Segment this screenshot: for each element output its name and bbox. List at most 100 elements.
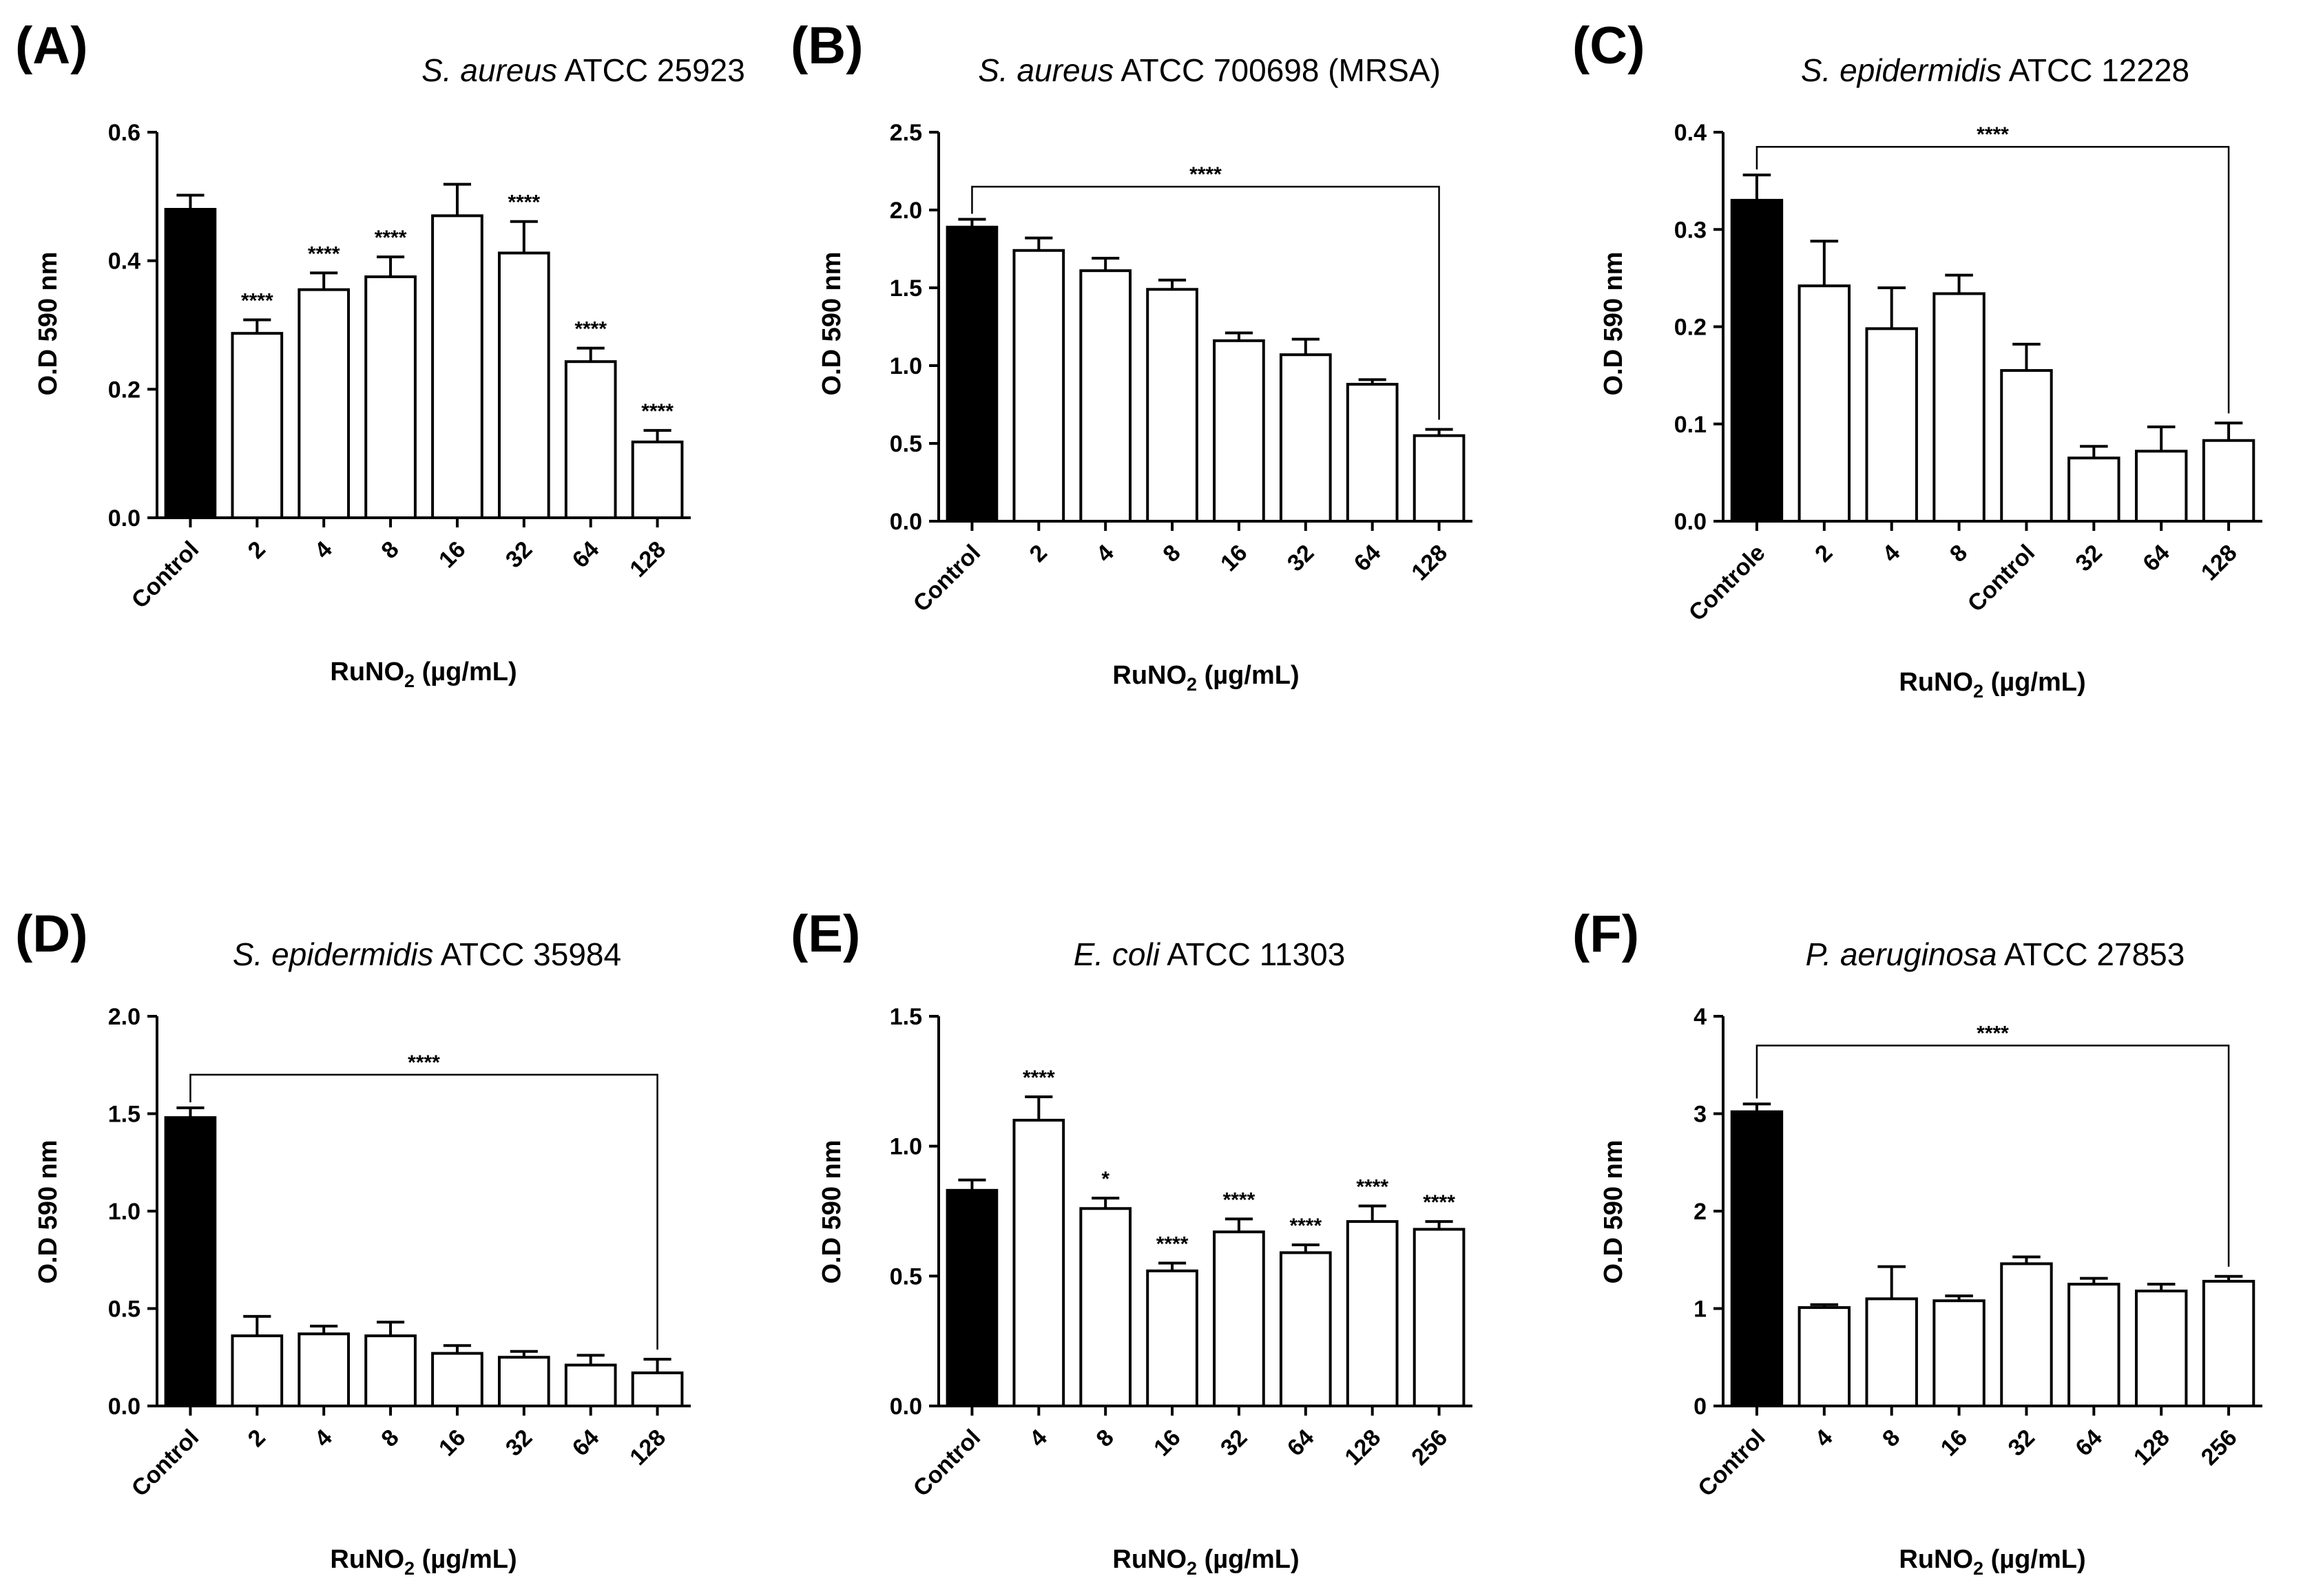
x-axis-label: RuNO2 (µg/mL) [1112,1545,1299,1579]
y-tick-label: 1.5 [890,275,922,302]
y-tick-label: 0.2 [108,377,140,403]
bar [2067,1283,2120,1407]
bar [1932,292,1986,523]
bar [946,1188,999,1408]
bar [1865,1297,1918,1407]
x-tick-label: 128 [1406,540,1452,586]
y-axis-label: O.D 590 nm [817,1140,846,1283]
x-tick-label: 64 [1349,540,1386,577]
significance-label: **** [241,290,273,313]
panel-letter: (F) [1572,905,1639,963]
x-tick-label: 32 [1216,1425,1253,1462]
bar [1865,327,1918,523]
bar [431,1352,483,1407]
chart-panel-d: (D) S. epidermidis ATCC 35984 O.D 590 nm Ru… [15,905,691,1579]
chart-title: S. epidermidis ATCC 12228 [1801,52,2189,88]
significance-label: **** [641,400,674,423]
x-axis-label: RuNO2 (µg/mL) [1899,668,2085,702]
bar [1730,198,1784,523]
x-tick-label: 16 [434,536,471,574]
x-tick-label: 128 [2129,1425,2175,1471]
bracket-label: **** [1977,1022,2009,1044]
x-tick-label: 64 [567,536,605,574]
y-tick-label: 1 [1694,1296,1707,1323]
title-species: S. epidermidis [233,936,433,972]
y-axis-label: O.D 590 nm [817,251,846,395]
x-tick-label: Control [1693,1425,1770,1502]
bar [497,251,550,519]
y-axis-label: O.D 590 nm [1599,1140,1628,1283]
bar [298,288,351,519]
y-tick-label: 0.5 [108,1296,140,1323]
y-tick-label: 0.4 [1674,120,1707,146]
y-tick-label: 0.2 [1674,315,1707,341]
chart-title: E. coli ATCC 11303 [1074,936,1346,972]
bar [298,1332,351,1408]
x-tick-label: 128 [1340,1425,1386,1471]
title-species: E. coli [1074,936,1161,972]
bar [164,208,217,519]
x-tick-label: 4 [1877,540,1905,567]
bar [1279,1251,1332,1407]
bar [231,1334,284,1407]
bar [1797,1306,1851,1407]
bar [564,360,617,520]
significance-label: **** [574,318,607,341]
x-tick-label: 8 [1945,540,1972,567]
chart-panel-e: (E) E. coli ATCC 11303 O.D 590 nm RuNO2 (µg… [791,905,1472,1579]
bracket-label: **** [408,1051,440,1074]
chart-title: P. aeruginosa ATCC 27853 [1806,936,2185,972]
title-species: P. aeruginosa [1806,936,1997,972]
x-tick-label: 4 [310,536,337,564]
x-tick-label: 16 [1216,540,1253,577]
x-tick-label: 4 [1025,1425,1052,1452]
x-tick-label: 4 [1092,540,1119,567]
y-tick-label: 1.0 [890,1134,922,1160]
bar [2000,369,2053,523]
x-tick-label: 32 [2070,540,2107,577]
bar [1730,1110,1784,1408]
chart-panel-f: (F) P. aeruginosa ATCC 27853 O.D 590 nm RuN… [1572,905,2262,1579]
significance-label: **** [1223,1188,1255,1211]
y-tick-label: 3 [1694,1102,1707,1128]
bar [364,1334,417,1407]
x-tick-label: 128 [2196,540,2242,586]
title-strain: ATCC 11303 [1160,936,1345,972]
bar [1146,1269,1198,1407]
y-tick-label: 2.0 [890,198,922,224]
bar [364,275,417,519]
bar [1413,1228,1466,1407]
chart-title: S. aureus ATCC 700698 (MRSA) [978,52,1441,88]
x-tick-label: 8 [1158,540,1185,567]
bar [946,225,999,523]
y-tick-label: 0.6 [108,120,140,146]
bar [1279,353,1332,523]
title-strain: ATCC 35984 [433,936,621,972]
y-tick-label: 0.3 [1674,217,1707,243]
y-tick-label: 0.0 [108,1394,140,1420]
title-species: S. aureus [978,52,1114,88]
bar [1413,434,1466,523]
x-tick-label: Controle [1684,540,1771,627]
chart-panel-c: (C) S. epidermidis ATCC 12228 O.D 590 nm Ru… [1572,17,2262,702]
x-tick-label: 32 [501,1425,538,1462]
y-tick-label: 0.1 [1674,412,1707,438]
bar [631,440,684,519]
title-strain: ATCC 25923 [557,52,745,88]
significance-label: **** [1289,1215,1322,1237]
x-tick-label: 256 [2196,1425,2242,1471]
significance-label: **** [1156,1232,1189,1255]
bar [1146,288,1198,523]
bar [1012,249,1065,523]
y-tick-label: 1.5 [890,1004,922,1030]
bar [1346,383,1399,523]
y-tick-label: 0.0 [1674,509,1707,535]
bar [497,1356,550,1407]
chart-panel-a: (A) S. aureus ATCC 25923 O.D 590 nm RuNO2 (… [15,17,745,691]
x-tick-label: Control [127,536,204,613]
significance-bracket [189,1073,658,1350]
y-axis-label: O.D 590 nm [34,251,63,395]
significance-bracket [1755,1044,2230,1267]
significance-label: **** [1423,1191,1455,1214]
